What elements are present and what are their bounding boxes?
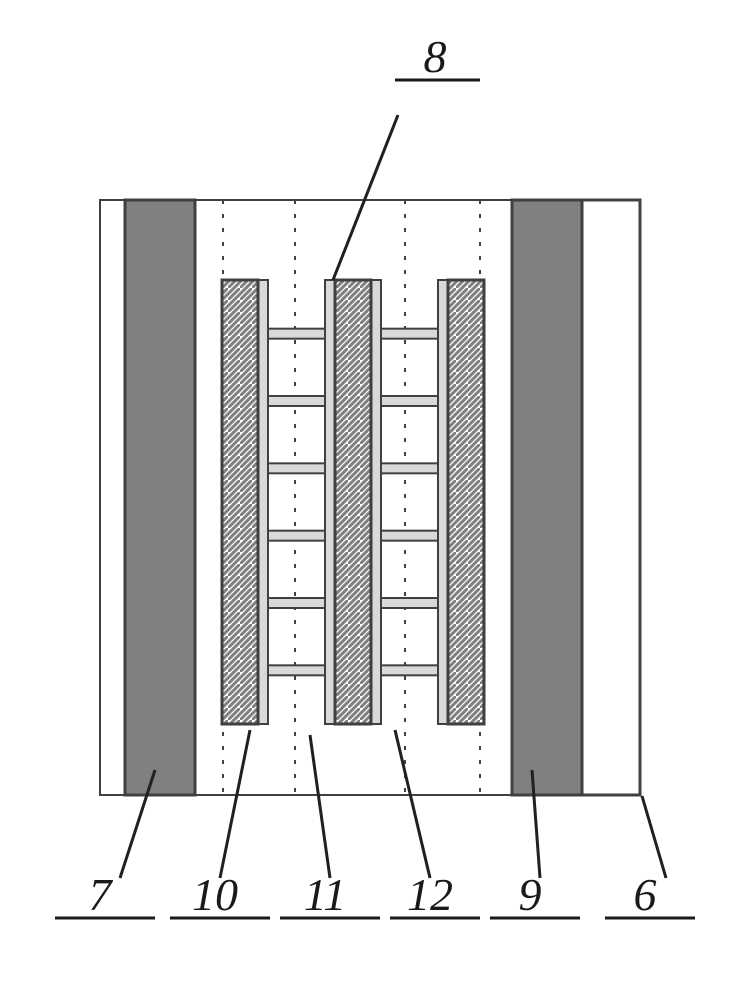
ladder-0: [258, 280, 335, 724]
ladder-1-rung-1: [381, 396, 438, 406]
ladder-1-rung-3: [381, 531, 438, 541]
leader-8: [333, 115, 398, 280]
hatched-bar-2: [448, 280, 484, 724]
leader-6: [642, 796, 666, 878]
ladder-0-rung-3: [268, 531, 325, 541]
ladder-0-rung-0: [268, 329, 325, 339]
ladder-1: [371, 280, 448, 724]
bar-9: [512, 200, 582, 795]
bar-7: [125, 200, 195, 795]
callout-number-6: 6: [634, 869, 657, 920]
ladder-1-rung-4: [381, 598, 438, 608]
callout-number-9: 9: [519, 869, 542, 920]
ladder-0-rung-1: [268, 396, 325, 406]
callout-number-7: 7: [89, 869, 114, 920]
ladder-0-rung-4: [268, 598, 325, 608]
ladder-1-rung-5: [381, 665, 438, 675]
callout-number-11: 11: [304, 869, 347, 920]
callout-number-8: 8: [424, 31, 447, 82]
ladder-0-rung-5: [268, 665, 325, 675]
callout-number-10: 10: [192, 869, 238, 920]
ladder-1-rung-0: [381, 329, 438, 339]
bar-6: [582, 200, 640, 795]
leader-11: [310, 735, 330, 878]
ladder-1-rung-2: [381, 463, 438, 473]
callout-number-12: 12: [407, 869, 453, 920]
hatched-bar-0: [222, 280, 258, 724]
ladder-0-rung-2: [268, 463, 325, 473]
leader-12: [395, 730, 430, 878]
hatched-bar-1: [335, 280, 371, 724]
leader-10: [220, 730, 250, 878]
